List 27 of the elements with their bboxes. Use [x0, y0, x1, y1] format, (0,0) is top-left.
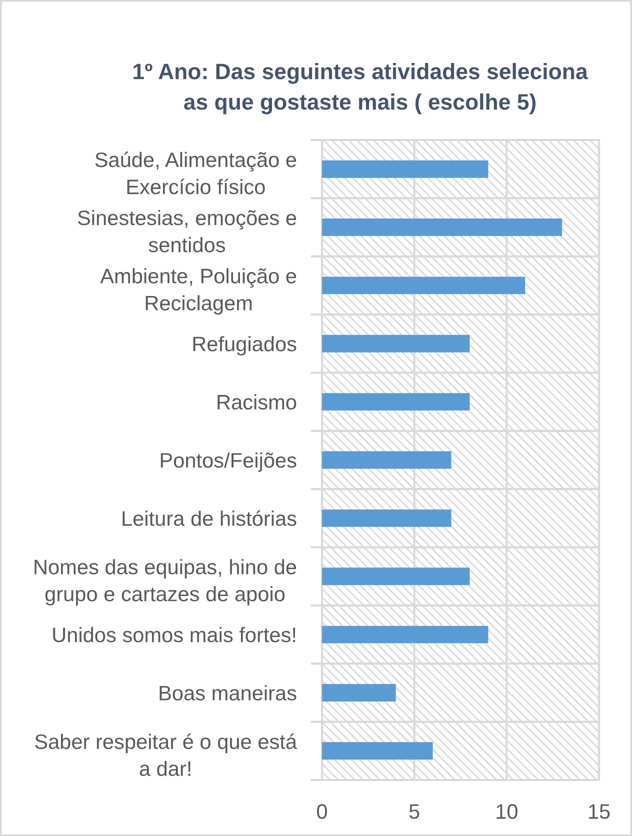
bar: [322, 626, 488, 644]
bar: [322, 276, 526, 294]
y-tick-label: Saúde, Alimentação e Exercício físico: [95, 152, 296, 194]
x-tick-label: 5: [409, 804, 420, 819]
y-tick-label: Racismo: [218, 394, 296, 410]
bar: [322, 509, 452, 527]
y-tick-label: Unidos somos mais fortes!: [53, 626, 296, 642]
bar: [322, 684, 396, 702]
x-tick-label: 10: [496, 804, 518, 819]
y-tick-label: Saber respeitar é o que está a dar!: [35, 734, 298, 776]
x-tick-label: 15: [589, 804, 610, 819]
y-tick-label: Refugiados: [193, 336, 296, 356]
y-tick-label: Nomes das equipas, hino de grupo e cartazes de apoio: [34, 559, 296, 606]
y-tick-label: Boas maneiras: [160, 685, 296, 700]
bar: [322, 393, 470, 411]
y-tick-label: Pontos/Feijões: [160, 452, 296, 472]
bar: [322, 334, 470, 352]
y-tick-label: Ambiente, Poluição e Reciclagem: [100, 268, 296, 315]
x-tick-label: 0: [317, 804, 327, 819]
bar: [322, 568, 470, 586]
chart-title: 1º Ano: Das seguintes atividades seleciona as que gostaste mais ( escolhe 5): [134, 63, 588, 114]
y-tick-label: Leitura de histórias: [122, 510, 296, 526]
bar: [322, 451, 452, 469]
bar: [322, 218, 562, 236]
bar: [322, 742, 433, 760]
y-tick-label: Sinestesias, emoções e sentidos: [78, 210, 296, 252]
bar: [322, 160, 488, 178]
